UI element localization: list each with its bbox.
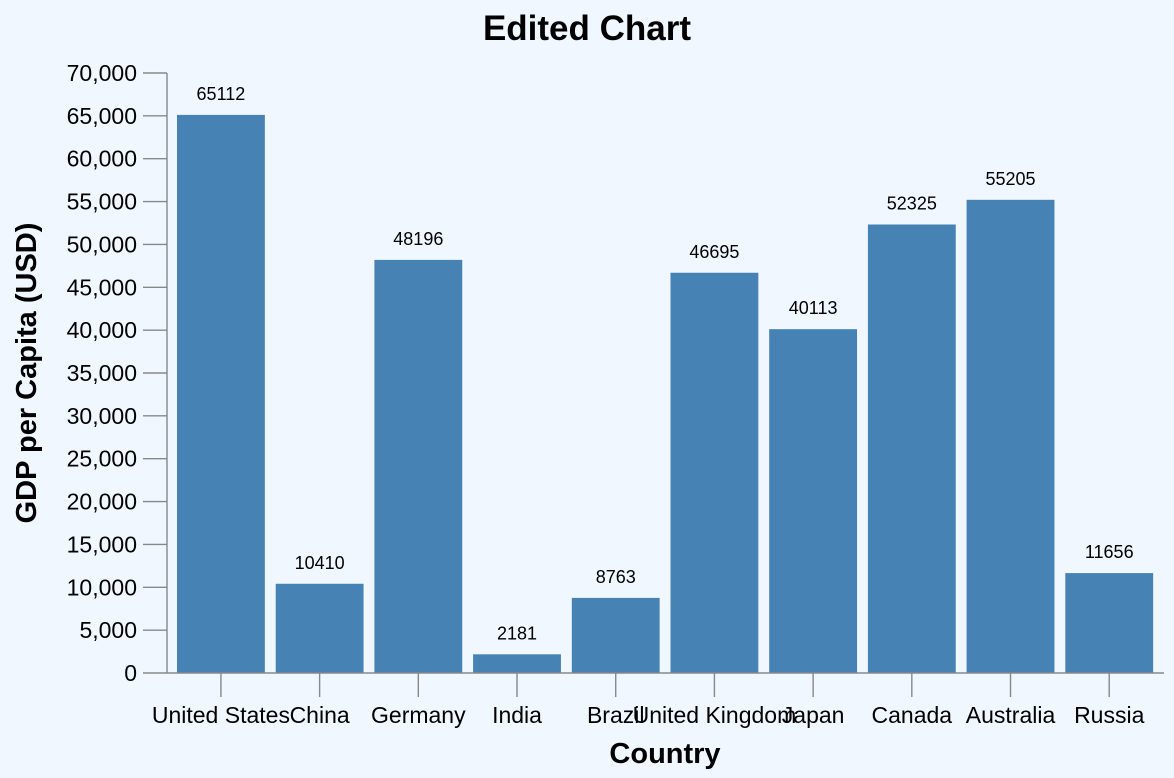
bar xyxy=(670,272,759,673)
bar xyxy=(769,329,858,673)
y-axis-title: GDP per Capita (USD) xyxy=(11,223,43,524)
x-tick-label: Australia xyxy=(966,702,1056,728)
y-tick-label: 45,000 xyxy=(67,274,137,300)
data-label: 11656 xyxy=(1085,542,1134,562)
y-tick-label: 40,000 xyxy=(67,317,137,343)
bar xyxy=(275,583,364,673)
x-tick-label: United States xyxy=(152,702,290,728)
y-tick-label: 25,000 xyxy=(67,446,137,472)
y-tick-label: 55,000 xyxy=(67,189,137,215)
y-tick-label: 35,000 xyxy=(67,360,137,386)
bar xyxy=(473,654,561,673)
data-label: 48196 xyxy=(393,229,443,249)
y-tick-label: 5,000 xyxy=(79,617,137,643)
y-axis: 0 5,000 10,000 15,000 20,000 25,000 30,000 35,0… xyxy=(67,60,168,686)
bar xyxy=(177,114,265,673)
data-label: 52325 xyxy=(887,194,937,214)
y-tick-label: 15,000 xyxy=(67,531,137,557)
data-labels-layer: 65112 10410 48196 2181 8763 46695 40113 52325 55… xyxy=(197,84,1134,643)
y-tick-label: 60,000 xyxy=(67,146,137,172)
chart-title: Edited Chart xyxy=(483,9,691,48)
y-tick-label: 50,000 xyxy=(67,231,137,257)
bar xyxy=(966,199,1055,674)
y-tick-label: 20,000 xyxy=(67,489,137,515)
data-label: 55205 xyxy=(985,169,1035,189)
x-tick-label: Brazil xyxy=(587,702,645,728)
x-tick-label: Russia xyxy=(1074,702,1145,728)
x-tick-label: Canada xyxy=(872,702,953,728)
y-tick-label: 10,000 xyxy=(67,574,137,600)
data-label: 65112 xyxy=(197,84,246,104)
x-tick-label: United Kingdom xyxy=(633,702,797,728)
bar xyxy=(374,259,463,673)
bar xyxy=(571,597,660,673)
data-label: 40113 xyxy=(789,298,838,318)
x-axis-title: Country xyxy=(609,738,720,770)
bar xyxy=(867,224,956,673)
bar xyxy=(1065,573,1154,673)
x-tick-label: Germany xyxy=(371,702,466,728)
x-tick-label: Japan xyxy=(782,702,845,728)
y-tick-label: 30,000 xyxy=(67,403,137,429)
x-tick-label: China xyxy=(290,702,350,728)
x-axis: United States China Germany India BrazilUnit… xyxy=(152,672,1164,728)
data-label: 8763 xyxy=(596,567,636,587)
bars-layer xyxy=(177,114,1154,674)
x-tick-label: India xyxy=(492,702,542,728)
data-label: 2181 xyxy=(497,623,537,643)
y-tick-label: 70,000 xyxy=(67,60,137,86)
y-tick-label: 65,000 xyxy=(67,103,137,129)
data-label: 46695 xyxy=(689,242,739,262)
y-tick-label: 0 xyxy=(124,660,137,686)
data-label: 10410 xyxy=(295,553,345,573)
